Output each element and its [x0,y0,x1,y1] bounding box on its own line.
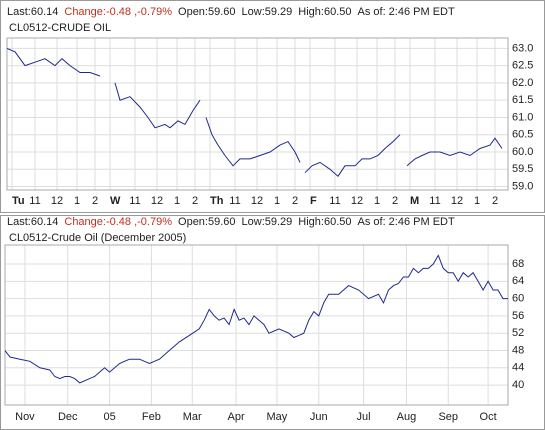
quote-item: Open:59.60 [178,216,236,228]
x-tick-label: 1 [74,195,80,207]
y-tick-label: 40 [512,379,524,391]
x-tick-label: 1 [174,195,180,207]
quote-item: High:60.50 [298,6,351,18]
price-line [7,47,503,177]
chart-title: CL0512-Crude Oil (December 2005) [9,232,186,244]
price-line [5,254,508,384]
x-tick-label: 12 [51,195,63,207]
plot-frame [4,244,509,406]
y-tick-label: 59.0 [512,180,533,192]
x-tick-label: 05 [103,411,115,423]
x-tick-label: Mar [183,411,202,423]
x-tick-label: Jun [310,411,328,423]
x-tick-label: Th [210,195,224,207]
quote-item: Low:59.29 [242,6,293,18]
x-tick-label: Aug [397,411,417,423]
quote-item: Change:-0.48 ,-0.79% [64,6,172,18]
quote-item: Open:59.60 [178,6,236,18]
y-tick-label: 59.5 [512,163,533,175]
y-tick-label: 60.0 [512,146,533,158]
chart-title: CL0512-CRUDE OIL [9,22,111,34]
x-tick-label: 2 [92,195,98,207]
y-tick-label: 60 [512,293,524,305]
x-tick-label: W [110,195,121,207]
quote-item: Last:60.14 [7,216,58,228]
x-tick-label: 12 [351,195,363,207]
x-tick-label: 11 [329,195,340,207]
quote-item: High:60.50 [298,216,351,228]
x-tick-label: 2 [292,195,298,207]
quote-line: Last:60.14 Change:-0.48 ,-0.79% Open:59.60… [7,6,455,18]
x-tick-label: 12 [451,195,463,207]
y-tick-label: 68 [512,258,524,270]
x-tick-label: 1 [274,195,280,207]
x-tick-label: May [267,411,288,423]
x-tick-label: Dec [58,411,78,423]
y-tick-label: 61.5 [512,94,533,106]
y-tick-label: 63.0 [512,42,533,54]
quote-line: Last:60.14 Change:-0.48 ,-0.79% Open:59.60… [7,216,455,228]
x-tick-label: Feb [142,411,161,423]
quote-item: Change:-0.48 ,-0.79% [64,216,172,228]
x-tick-label: Tu [12,195,25,207]
x-tick-label: 2 [492,195,498,207]
quote-item: Last:60.14 [7,6,58,18]
x-tick-label: 2 [392,195,398,207]
x-tick-label: M [410,195,419,207]
x-tick-label: 11 [229,195,240,207]
y-tick-label: 60.5 [512,129,533,141]
plot-area [5,245,508,405]
quote-item: As of: 2:46 PM EDT [358,6,455,18]
y-tick-label: 56 [512,310,524,322]
y-tick-label: 62.0 [512,77,533,89]
x-tick-label: 11 [429,195,440,207]
plot-frame [6,37,509,191]
x-tick-label: Jul [357,411,371,423]
x-tick-label: Nov [15,411,35,423]
y-tick-label: 48 [512,344,524,356]
x-tick-label: 1 [474,195,480,207]
x-tick-label: 11 [129,195,140,207]
x-tick-label: Oct [480,411,497,423]
x-tick-label: 12 [251,195,263,207]
x-tick-label: 11 [29,195,40,207]
y-tick-label: 44 [512,362,524,374]
quote-item: Low:59.29 [242,216,293,228]
y-tick-label: 61.0 [512,111,533,123]
x-tick-label: F [310,195,317,207]
x-tick-label: Sep [438,411,458,423]
y-tick-label: 52 [512,327,524,339]
y-tick-label: 64 [512,275,524,287]
x-tick-label: 2 [192,195,198,207]
quote-item: As of: 2:46 PM EDT [358,216,455,228]
x-tick-label: 12 [151,195,163,207]
x-tick-label: Apr [228,411,245,423]
y-tick-label: 62.5 [512,60,533,72]
x-tick-label: 1 [374,195,380,207]
